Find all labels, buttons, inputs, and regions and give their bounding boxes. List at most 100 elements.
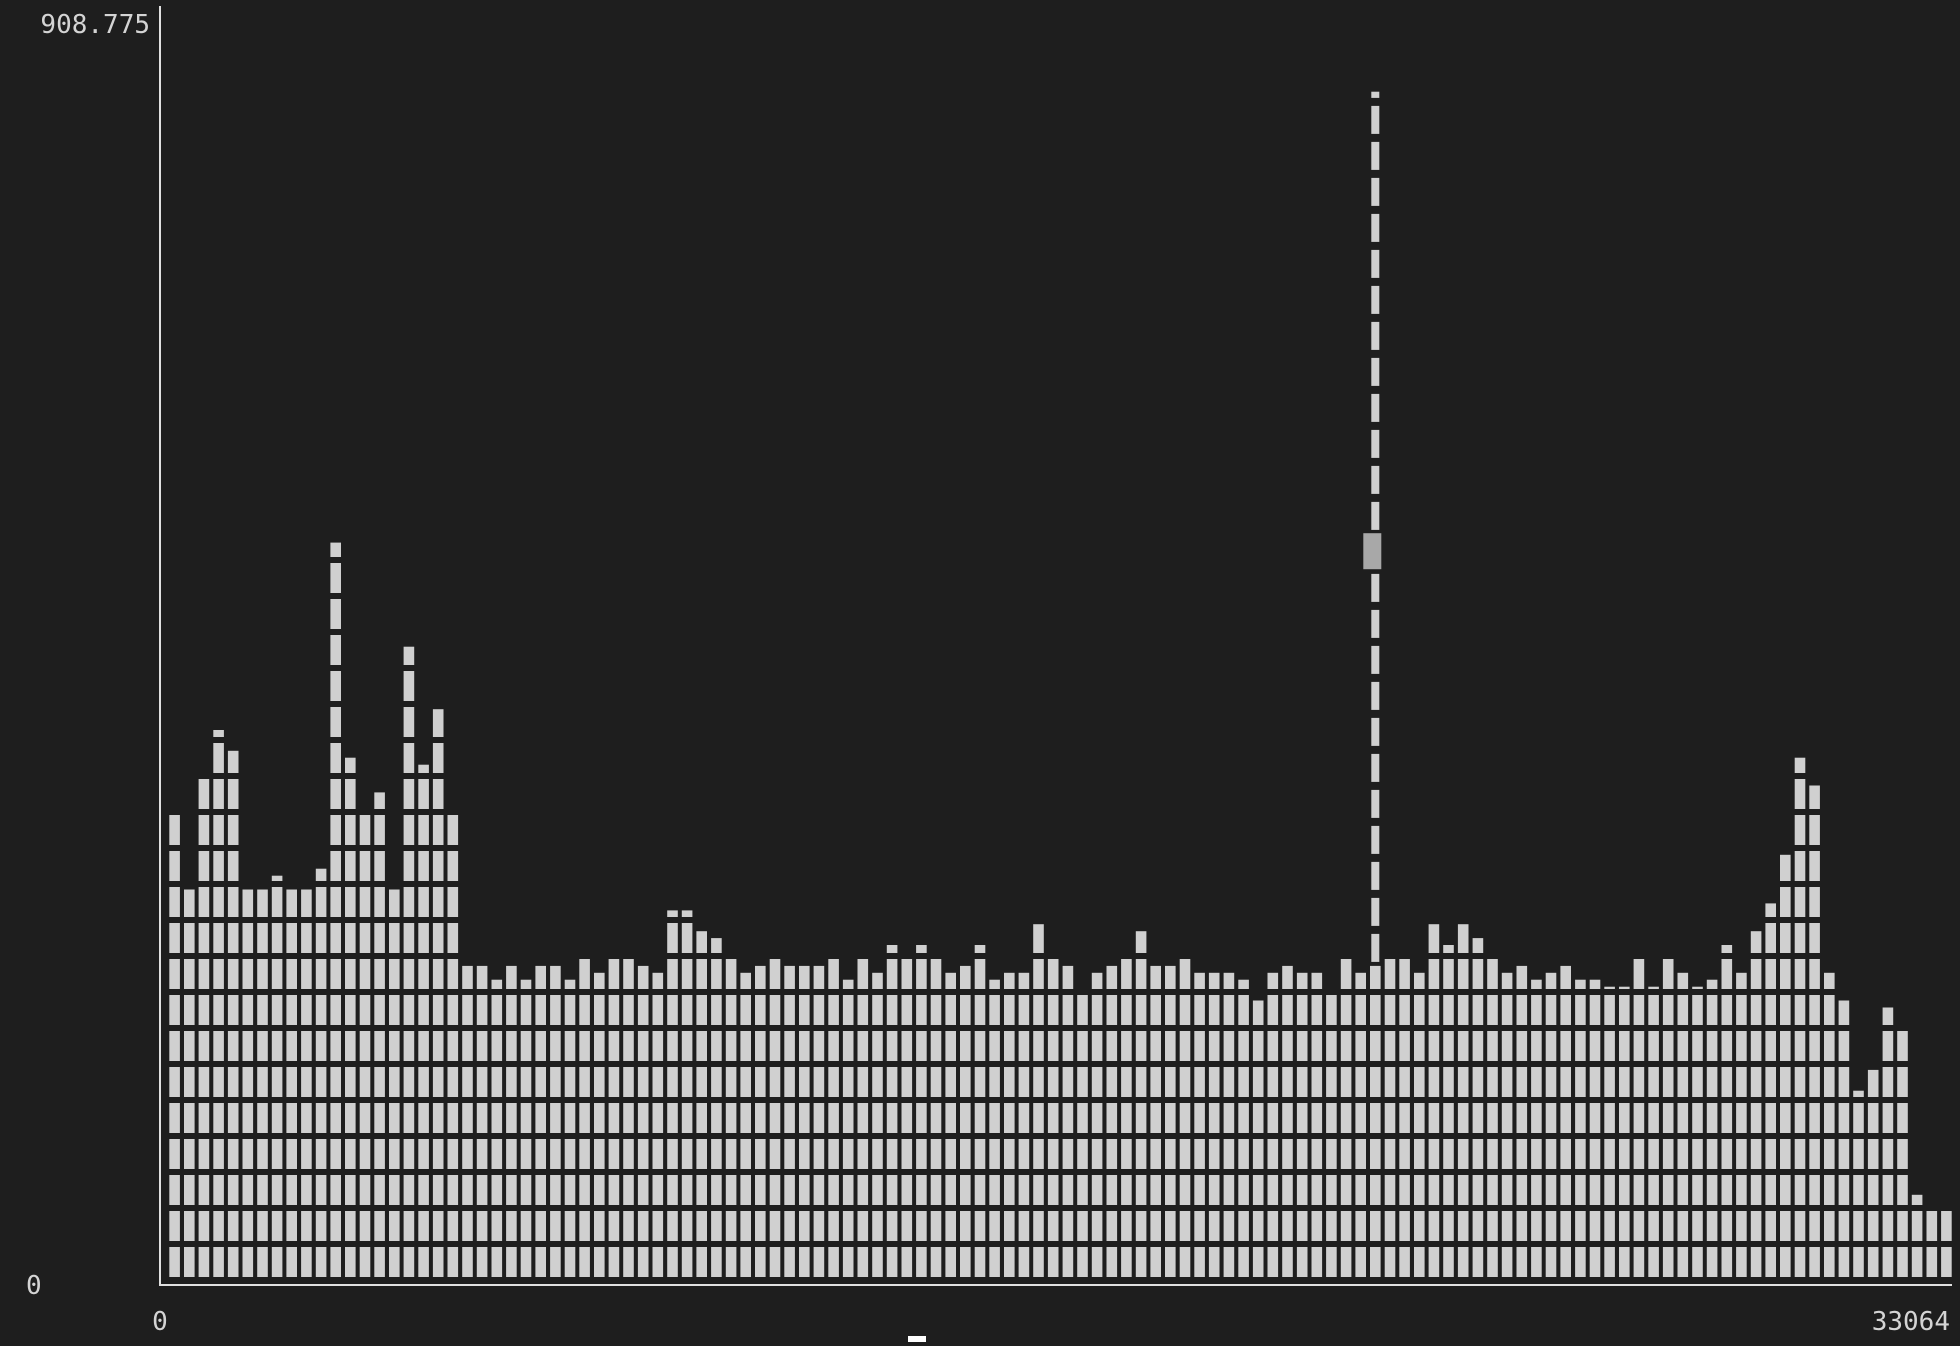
bar-block [1135, 1175, 1147, 1205]
bar-block [535, 965, 546, 989]
bar-block [447, 1031, 459, 1061]
bar-block [1487, 1031, 1498, 1061]
bar-block [974, 1175, 986, 1205]
bar-block [564, 1175, 576, 1205]
bar-block [1706, 1103, 1718, 1133]
spike-segment [1371, 861, 1380, 890]
bar-block [652, 1067, 664, 1097]
bar-block [769, 995, 781, 1025]
bar-block [1340, 1211, 1352, 1241]
bar-block [462, 1247, 473, 1277]
bar-block [1282, 1247, 1293, 1277]
bar-12 [345, 757, 356, 1277]
bar-block [1765, 1247, 1776, 1277]
bar-block [1165, 1103, 1176, 1133]
bar-block [1326, 1247, 1337, 1277]
bar-block [359, 851, 371, 881]
bar-block [1165, 1031, 1176, 1061]
bar-block [901, 959, 913, 989]
bar-block [886, 1031, 898, 1061]
bar-block [1750, 1175, 1762, 1205]
bar-0 [169, 815, 180, 1277]
bar-block [403, 995, 415, 1025]
bar-block [1662, 1211, 1674, 1241]
bar-block [916, 945, 927, 953]
bar-block [1165, 1139, 1176, 1169]
bar-block [1121, 1139, 1132, 1169]
bar-block [594, 1211, 605, 1241]
bar-block [315, 923, 327, 953]
bar-block [945, 1067, 956, 1097]
spike-segment [1371, 897, 1380, 926]
bar-block [564, 995, 576, 1025]
bar-block [1780, 923, 1791, 953]
bar-block [1370, 1139, 1381, 1169]
bar-block [403, 1175, 415, 1205]
bar-block [432, 1211, 444, 1241]
bar-block [213, 1139, 224, 1169]
bar-block [608, 1247, 620, 1277]
bar-block [169, 1139, 180, 1169]
bar-34 [667, 910, 678, 1277]
bar-block [213, 851, 224, 881]
bar-block [418, 851, 429, 881]
bar-block [389, 923, 400, 953]
bar-block [1662, 1139, 1674, 1169]
bar-block [1677, 972, 1689, 989]
bar-block [1867, 1103, 1879, 1133]
bar-block [198, 851, 210, 881]
bar-block [359, 1247, 371, 1277]
bar-block [1033, 1247, 1044, 1277]
bar-block [842, 1211, 854, 1241]
bar-block [799, 1211, 810, 1241]
bar-block [345, 1103, 356, 1133]
bar-block [330, 1139, 341, 1169]
bar-91 [1501, 972, 1513, 1277]
bar-block [1501, 1175, 1513, 1205]
bar-block [1765, 1067, 1776, 1097]
bar-55 [974, 945, 986, 1277]
bar-block [1428, 1211, 1440, 1241]
bar-block [974, 945, 986, 953]
bar-block [1648, 986, 1659, 989]
bar-block [213, 1103, 224, 1133]
bar-115 [1853, 1090, 1864, 1277]
bar-block [1179, 1211, 1191, 1241]
bar-block [930, 1103, 942, 1133]
bar-block [1780, 1211, 1791, 1241]
bar-block [769, 1139, 781, 1169]
bar-block [1443, 1067, 1454, 1097]
bar-block [345, 887, 356, 917]
bar-block [1472, 959, 1484, 989]
bar-block [1619, 995, 1630, 1025]
bar-block [1135, 1103, 1147, 1133]
bar-block [608, 959, 620, 989]
spike-segment [1371, 321, 1380, 350]
bar-block [857, 959, 869, 989]
bar-71 [1208, 972, 1220, 1277]
bar-112 [1809, 785, 1820, 1277]
bar-100 [1633, 959, 1645, 1277]
bar-block [1179, 1175, 1191, 1205]
bar-block [227, 1247, 239, 1277]
bar-block [1384, 1139, 1396, 1169]
bar-block [447, 1247, 459, 1277]
bar-block [330, 815, 341, 845]
bar-block [227, 1031, 239, 1061]
bar-block [1384, 1067, 1396, 1097]
bar-block [1384, 1031, 1396, 1061]
bar-block [1443, 1103, 1454, 1133]
bar-block [1926, 1211, 1938, 1241]
bar-block [579, 1103, 590, 1133]
bar-block [1721, 1103, 1733, 1133]
bar-block [432, 923, 444, 953]
bar-block [1545, 995, 1557, 1025]
bar-block [637, 1031, 649, 1061]
bar-block [960, 1031, 971, 1061]
bar-block [1457, 1139, 1469, 1169]
bar-block [1077, 1247, 1088, 1277]
bar-block [506, 1211, 517, 1241]
bar-block [886, 959, 898, 989]
bar-block [286, 889, 297, 917]
bar-block [1531, 1031, 1542, 1061]
